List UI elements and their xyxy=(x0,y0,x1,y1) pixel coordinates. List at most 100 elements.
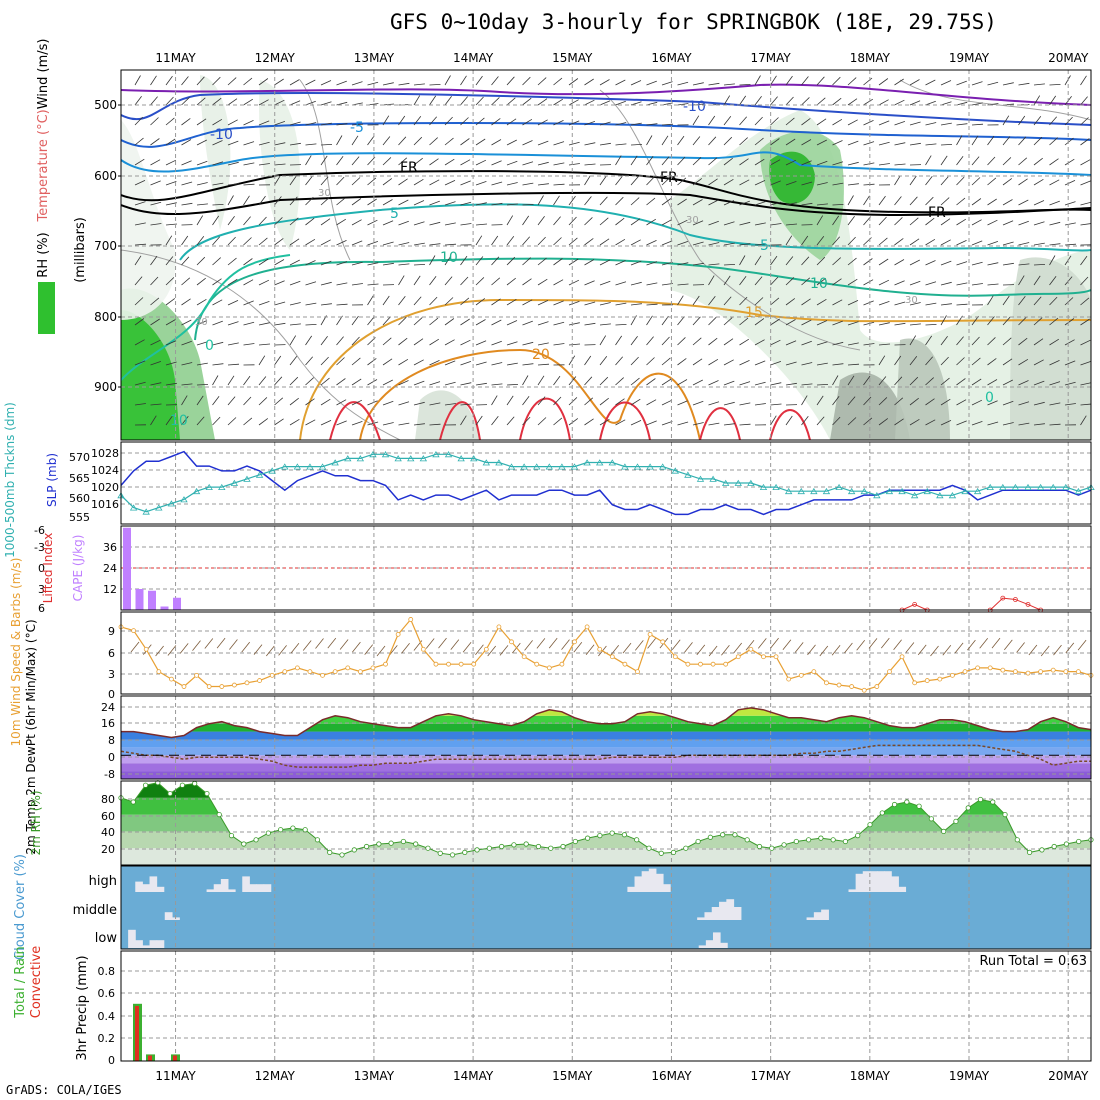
wind-barb xyxy=(987,81,999,86)
wind-speed-point xyxy=(962,669,968,675)
wind-barb xyxy=(243,120,254,126)
wind-barb xyxy=(785,256,794,266)
wind-barb xyxy=(398,136,407,146)
wind-barb xyxy=(754,297,764,306)
contour-label: 5 xyxy=(760,238,769,254)
wind-barb xyxy=(909,238,920,246)
thickness-point xyxy=(407,455,415,462)
wind-barb xyxy=(413,338,424,346)
wind-barb xyxy=(878,258,889,266)
wind-barb xyxy=(367,358,377,366)
wind-barb xyxy=(1064,158,1075,166)
wind-barb xyxy=(894,142,906,146)
cloud-cell xyxy=(249,884,258,892)
wind-barb xyxy=(522,375,529,386)
rh-point xyxy=(535,843,542,850)
wind-barb xyxy=(646,357,655,366)
wind-barb xyxy=(909,175,917,186)
wind-barb xyxy=(785,138,796,146)
wind-barb xyxy=(444,222,456,226)
wind-barb xyxy=(212,161,224,166)
wind-barb xyxy=(584,397,594,406)
wind-barb xyxy=(956,336,964,346)
cloud-cell xyxy=(135,940,143,948)
rh-point xyxy=(179,782,185,788)
wind-speed-point xyxy=(710,661,716,667)
wind-barb xyxy=(723,242,735,246)
dewpoint-line xyxy=(120,744,1091,768)
wind-barb xyxy=(630,80,642,86)
thickness-point xyxy=(545,463,554,470)
wind-barb xyxy=(754,201,766,206)
wind-barb xyxy=(351,283,363,286)
wind-barb xyxy=(429,84,441,86)
wind-barb xyxy=(475,96,484,106)
wind-barb xyxy=(863,375,871,386)
wind-barb xyxy=(289,217,299,226)
wind-axis-label-part: 10m Wind Speed & Barbs (m/s) xyxy=(9,558,23,747)
cloud-cell xyxy=(877,871,885,892)
wind-barb xyxy=(909,418,920,426)
wind-barb xyxy=(305,335,313,346)
wind-barb xyxy=(196,97,206,106)
precip-axis-label-part: 3hr Precip (mm) xyxy=(75,955,90,1060)
rh-point xyxy=(769,845,775,851)
wind-barb xyxy=(925,335,933,346)
wind-speed-point xyxy=(887,669,892,675)
thickness-point xyxy=(495,459,503,466)
temp-band xyxy=(121,707,1091,716)
rh-point xyxy=(818,835,824,841)
wind-barb xyxy=(382,400,394,406)
wind-barb xyxy=(785,181,797,186)
wind-barb xyxy=(971,135,979,146)
wind-barb xyxy=(289,376,299,386)
wind-barb xyxy=(382,82,394,86)
wind-barb xyxy=(351,135,359,146)
thickness-point xyxy=(885,487,894,495)
wind-barb xyxy=(212,182,224,186)
wind-barb xyxy=(661,123,674,126)
cloud-axis-label-part: Cloud Cover (%) xyxy=(13,854,28,960)
wind-barb xyxy=(243,300,254,306)
wind-barb xyxy=(398,316,407,326)
wind-barb xyxy=(351,336,360,346)
wind-barb xyxy=(429,317,439,326)
wind-barb xyxy=(413,264,426,266)
wind-barb xyxy=(987,358,997,366)
wind-barb xyxy=(1080,297,1090,306)
wind-barb xyxy=(801,319,812,326)
wind-speed-point xyxy=(143,646,149,652)
wind-barb xyxy=(227,278,238,286)
wind-speed-point xyxy=(534,661,540,667)
wind-barb xyxy=(1080,382,1091,386)
surface-wind-barb xyxy=(757,638,767,649)
wind-barb xyxy=(847,342,859,346)
wind-barb xyxy=(134,116,143,126)
precip-tick: 0.6 xyxy=(98,987,116,1000)
wind-barb xyxy=(584,301,596,306)
thickness-point xyxy=(192,487,201,495)
wind-barb xyxy=(925,398,935,406)
wind-barb xyxy=(615,122,627,126)
rh-point xyxy=(658,850,664,856)
wind-barb xyxy=(568,258,579,266)
wind-barb xyxy=(739,200,750,206)
wind-barb xyxy=(134,180,146,186)
pressure-axis-label: (millibars) xyxy=(73,217,88,283)
wind-barb xyxy=(956,378,966,386)
rh-shade xyxy=(200,75,231,230)
wind-barb xyxy=(367,262,379,266)
wind-barb xyxy=(615,335,623,346)
wind-barb xyxy=(1080,117,1089,126)
wind-barb xyxy=(584,217,593,226)
wind-barb xyxy=(181,202,193,206)
rh-point xyxy=(462,849,468,856)
rh-point xyxy=(744,837,750,843)
wind-barb xyxy=(615,324,627,326)
wind-barb xyxy=(863,396,872,406)
thickness-point xyxy=(381,451,390,458)
wind-barb xyxy=(506,416,515,426)
wind-barb xyxy=(181,362,193,366)
contour-label: -10 xyxy=(210,127,233,143)
